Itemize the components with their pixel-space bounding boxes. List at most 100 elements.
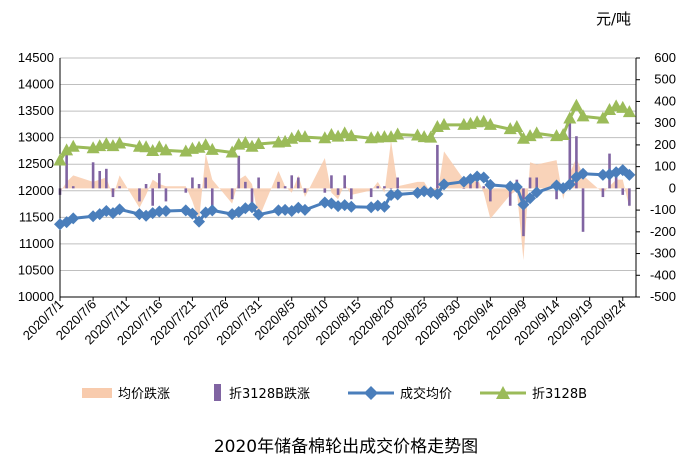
point-avg-price [193, 215, 206, 228]
bar-b3128-change [230, 188, 234, 200]
bar-b3128-change [343, 175, 346, 189]
bar-b3128-change [628, 188, 631, 206]
y2-tick-label: 0 [669, 180, 676, 195]
point-b3128 [318, 131, 332, 144]
bar-b3128-change [555, 188, 558, 200]
point-b3128 [563, 111, 577, 124]
y2-tick-label: 500 [654, 72, 676, 87]
bar-b3128-change [257, 177, 260, 189]
bar-b3128-change [290, 175, 294, 189]
point-avg-price [510, 181, 523, 194]
y-tick-label: 11000 [19, 236, 54, 251]
bar-b3128-change [111, 188, 115, 198]
point-b3128 [146, 143, 160, 156]
bar-b3128-change [522, 188, 525, 237]
bar-b3128-change [151, 188, 154, 206]
bar-b3128-change [105, 168, 108, 189]
legend-label-b3128-change: 折3128B跌涨 [229, 386, 310, 402]
bar-b3128-change [204, 177, 207, 189]
grid-layer [60, 57, 636, 298]
point-b3128 [391, 127, 405, 140]
point-b3128 [437, 117, 451, 130]
legend-label-avg-price: 成交均价 [400, 386, 452, 402]
point-b3128 [616, 100, 630, 113]
point-b3128 [225, 145, 239, 158]
y2-tick-label: 400 [654, 93, 676, 108]
point-avg-price [596, 168, 609, 181]
bar-b3128-change [396, 177, 399, 189]
point-b3128 [344, 129, 358, 142]
bar-b3128-change [614, 173, 618, 189]
legend: 均价跌涨 折3128B跌涨 成交均价 折3128B [82, 384, 587, 402]
point-b3128 [483, 117, 497, 130]
point-avg-price [623, 168, 636, 181]
point-b3128 [113, 136, 127, 149]
point-avg-price [563, 178, 576, 191]
point-b3128 [53, 153, 67, 166]
legend-marker-b3128 [496, 386, 510, 399]
point-avg-price [67, 212, 80, 225]
point-b3128 [298, 130, 312, 143]
bar-b3128-change [389, 188, 393, 189]
chart-title: 2020年储备棉轮出成交价格走势图 [214, 437, 478, 457]
bar-b3128-change [283, 186, 287, 189]
point-b3128 [278, 134, 292, 147]
bar-b3128-change [508, 188, 512, 206]
bar-b3128-change [197, 184, 201, 189]
point-b3128 [139, 140, 153, 153]
y2-tick-label: -300 [650, 246, 676, 261]
bar-b3128-change [369, 188, 373, 198]
y-tick-label: 11500 [19, 209, 54, 224]
legend-marker-avg-price [364, 386, 378, 400]
point-avg-price [391, 188, 404, 201]
y-tick-label: 12500 [18, 156, 54, 171]
bar-b3128-change [462, 188, 466, 189]
bar-b3128-change [297, 177, 300, 189]
bar-b3128-change [601, 188, 605, 198]
point-b3128 [159, 143, 173, 156]
bar-b3128-change [118, 186, 121, 189]
bar-b3128-change [244, 181, 247, 189]
legend-swatch-b3128-change [214, 384, 221, 401]
bar-b3128-change [144, 184, 148, 189]
y-tick-label: 14500 [18, 50, 54, 65]
y2-tick-label: 100 [654, 159, 676, 174]
bar-b3128-change [237, 155, 241, 189]
bar-b3128-change [250, 188, 254, 204]
bar-b3128-change [535, 177, 538, 189]
bar-b3128-change [621, 188, 625, 195]
bar-b3128-change [210, 188, 214, 208]
legend-label-b3128: 折3128B [532, 387, 587, 402]
bar-b3128-change [184, 188, 188, 193]
legend-swatch-avg-change [82, 388, 112, 398]
bar-b3128-change [330, 175, 333, 189]
point-avg-price [298, 203, 311, 216]
bar-b3128-change [581, 188, 585, 232]
point-avg-price [186, 207, 199, 220]
point-avg-price [477, 171, 490, 184]
bar-b3128-change [376, 186, 380, 189]
bar-b3128-change [469, 184, 472, 189]
point-avg-price [530, 186, 543, 199]
point-avg-price [385, 189, 398, 202]
point-avg-price [345, 200, 358, 213]
tick-layer: 10000 10500 11000 11500 12000 12500 13000 13500… [18, 50, 676, 348]
y2-tick-label: -500 [650, 289, 676, 304]
point-avg-price [431, 187, 444, 200]
point-avg-price [113, 203, 126, 216]
y2-tick-label: 200 [654, 137, 676, 152]
legend-label-avg-change: 均价跌涨 [118, 386, 170, 402]
point-avg-price [577, 167, 590, 180]
point-b3128 [331, 129, 345, 142]
point-b3128 [152, 140, 166, 153]
bar-b3128-change [350, 188, 353, 200]
bar-b3128-change [65, 147, 68, 189]
point-b3128 [569, 98, 583, 111]
point-avg-price [159, 204, 172, 217]
bar-b3128-change [489, 188, 492, 202]
bar-b3128-change [323, 188, 327, 193]
bar-b3128-change [475, 181, 479, 189]
point-avg-price [517, 198, 530, 211]
point-avg-price [438, 178, 450, 191]
